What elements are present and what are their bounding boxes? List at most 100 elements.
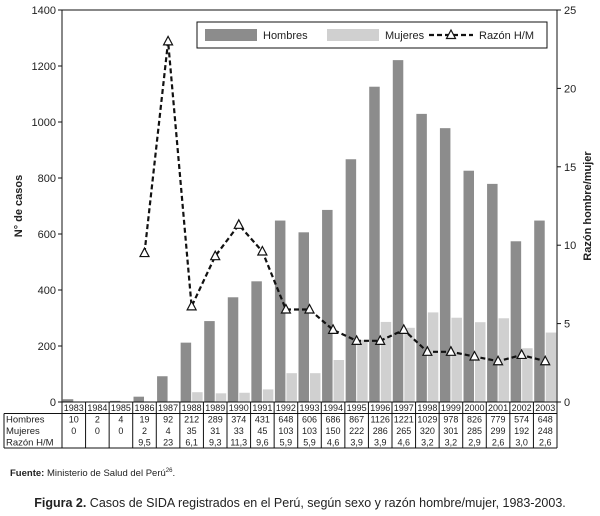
bar-hombres-1990 <box>227 297 239 402</box>
bar-hombres-1992 <box>274 220 286 402</box>
x-tick-label: 1985 <box>111 403 131 413</box>
bar-mujeres-1989 <box>215 393 227 402</box>
table-cell: 286 <box>373 426 388 436</box>
table-cell: 374 <box>231 415 246 425</box>
bar-mujeres-1988 <box>192 392 203 402</box>
ratio-marker-1996 <box>374 334 386 345</box>
table-cell: 285 <box>467 426 482 436</box>
bar-hombres-1986 <box>133 396 144 402</box>
ratio-marker-1990 <box>233 218 245 229</box>
table-cell: 265 <box>396 426 411 436</box>
table-cell: 1126 <box>371 415 390 425</box>
table-cell: 648 <box>278 415 293 425</box>
bar-hombres-1991 <box>251 281 262 402</box>
ratio-line <box>143 41 546 363</box>
y-tick-label: 1200 <box>32 61 56 73</box>
table-cell: 11,3 <box>230 438 247 448</box>
legend-swatch-mujeres <box>327 29 379 41</box>
table-cell: 2,9 <box>468 438 481 448</box>
table-cell: 3,9 <box>374 438 387 448</box>
x-tick-label: 1995 <box>347 403 367 413</box>
legend-label-mujeres: Mujeres <box>385 30 425 42</box>
ratio-marker-2002 <box>516 348 528 360</box>
ratio-marker-1995 <box>351 334 363 345</box>
table-row-label: Razón H/M <box>6 438 54 449</box>
figure-caption: Figura 2. Casos de SIDA registrados en e… <box>0 496 600 510</box>
bar-hombres-1994 <box>322 209 333 402</box>
table-cell: 4,6 <box>398 438 411 448</box>
table-cell: 4 <box>166 426 171 436</box>
bar-hombres-1996 <box>369 86 380 402</box>
table-cell: 19 <box>139 415 149 425</box>
table-cell: 10 <box>69 415 79 425</box>
y2-tick-label: 20 <box>564 83 576 95</box>
bar-hombres-2000 <box>463 170 474 402</box>
bar-hombres-1998 <box>416 113 427 402</box>
x-tick-label: 1993 <box>299 403 319 413</box>
table-cell: 1029 <box>417 415 437 425</box>
y-tick-label: 0 <box>50 397 56 409</box>
table-cell: 222 <box>349 426 364 436</box>
table-cell: 0 <box>95 426 100 436</box>
bar-hombres-1997 <box>392 60 404 403</box>
y2-tick-label: 25 <box>564 5 576 17</box>
table-cell: 192 <box>514 426 529 436</box>
ratio-marker-1999 <box>445 345 457 356</box>
bar-hombres-1983 <box>62 399 74 402</box>
bar-mujeres-1996 <box>380 321 392 402</box>
table-cell: 648 <box>538 415 553 425</box>
caption-text: Casos de SIDA registrados en el Perú, se… <box>89 496 566 510</box>
ratio-marker-1998 <box>421 345 433 356</box>
table-cell: 867 <box>349 415 364 425</box>
bar-mujeres-1995 <box>357 339 368 402</box>
x-tick-label: 1989 <box>205 403 225 413</box>
table-cell: 23 <box>163 438 173 448</box>
table-cell: 3,0 <box>515 438 528 448</box>
table-cell: 0 <box>71 426 76 436</box>
table-cell: 33 <box>234 426 244 436</box>
bar-hombres-1987 <box>157 376 168 402</box>
y-axis-title: N° de casos <box>13 175 25 237</box>
table-cell: 9,6 <box>256 438 269 448</box>
legend-label-hombres: Hombres <box>263 30 308 42</box>
table-cell: 248 <box>538 426 553 436</box>
y-tick-label: 400 <box>38 285 56 297</box>
table-cell: 574 <box>514 415 529 425</box>
y2-tick-label: 5 <box>564 319 570 331</box>
table-cell: 2 <box>95 415 100 425</box>
ratio-marker-1992 <box>280 303 292 314</box>
bar-hombres-1985 <box>109 400 121 402</box>
bar-hombres-1988 <box>180 342 192 402</box>
table-cell: 3,2 <box>421 438 434 448</box>
table-cell: 2,6 <box>492 438 505 448</box>
legend-marker-ratio <box>445 28 457 40</box>
x-tick-label: 1990 <box>229 403 249 413</box>
plot-frame <box>61 9 558 403</box>
table-cell: 606 <box>302 415 317 425</box>
table-row-label: Mujeres <box>6 426 40 437</box>
source-note: Fuente: Ministerio de Salud del Perú26. <box>10 468 175 479</box>
table-cell: 103 <box>278 426 293 436</box>
caption-label: Figura 2. <box>34 496 87 510</box>
bar-mujeres-1990 <box>239 392 250 402</box>
table-cell: 4 <box>118 415 123 425</box>
x-tick-label: 2000 <box>464 403 484 413</box>
table-cell: 3,2 <box>445 438 458 448</box>
x-tick-label: 1987 <box>158 403 178 413</box>
bar-mujeres-1992 <box>286 373 297 402</box>
x-tick-label: 2003 <box>535 403 555 413</box>
ratio-marker-2003 <box>539 354 551 366</box>
table-cell: 3,9 <box>350 438 363 448</box>
table-cell: 299 <box>491 426 506 436</box>
x-tick-label: 1999 <box>441 403 461 413</box>
y-tick-label: 800 <box>38 173 56 185</box>
y2-tick-label: 10 <box>564 240 576 252</box>
ratio-marker-1994 <box>327 323 339 334</box>
x-tick-label: 1992 <box>276 403 296 413</box>
legend-label-ratio: Razón H/M <box>479 30 534 42</box>
table-cell: 6,1 <box>185 438 198 448</box>
table-cell: 9,5 <box>138 438 151 448</box>
legend-swatch-hombres <box>205 29 257 41</box>
x-tick-label: 1996 <box>370 403 390 413</box>
